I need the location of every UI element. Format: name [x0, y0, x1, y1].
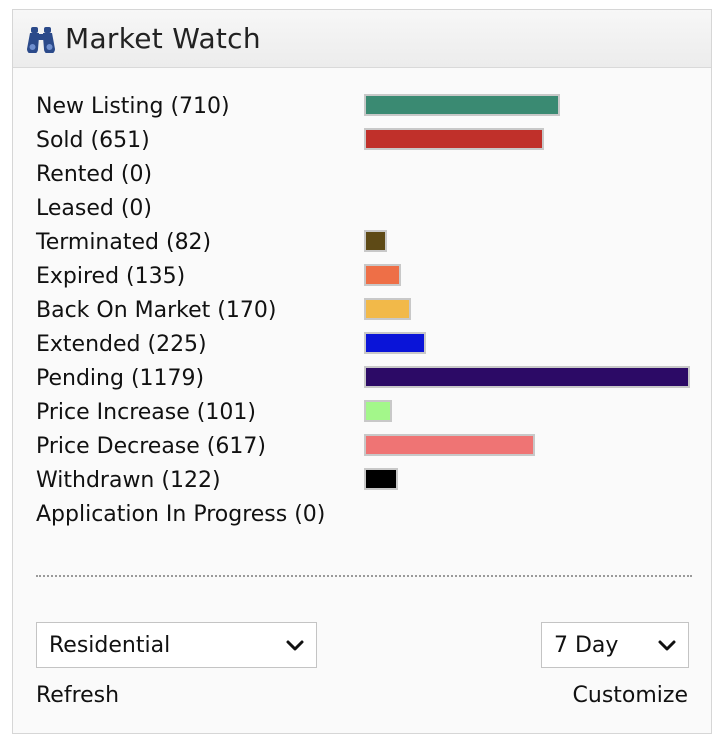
status-list: New Listing (710) Sold (651) Rented (0) Lea…	[36, 89, 696, 531]
status-row: Extended (225)	[36, 327, 696, 361]
status-label: Sold (651)	[36, 127, 150, 153]
status-label: Price Increase (101)	[36, 399, 256, 425]
status-label: Price Decrease (617)	[36, 433, 266, 459]
status-row: Rented (0)	[36, 157, 696, 191]
status-row: Sold (651)	[36, 123, 696, 157]
status-label: Pending (1179)	[36, 365, 205, 391]
status-label: Expired (135)	[36, 263, 186, 289]
status-label: Rented (0)	[36, 161, 153, 187]
status-bar	[364, 400, 392, 422]
panel-title: Market Watch	[65, 22, 261, 55]
status-label: Leased (0)	[36, 195, 153, 221]
status-bar	[364, 332, 426, 354]
panel-header: Market Watch	[13, 10, 711, 68]
period-select[interactable]: 7 Day	[541, 622, 689, 668]
status-row: Back On Market (170)	[36, 293, 696, 327]
status-label: Application In Progress (0)	[36, 501, 326, 527]
binoculars-icon	[25, 25, 57, 53]
status-row: Pending (1179)	[36, 361, 696, 395]
divider	[36, 575, 692, 577]
status-label: Back On Market (170)	[36, 297, 277, 323]
status-label: Terminated (82)	[36, 229, 212, 255]
status-bar	[364, 230, 387, 252]
status-bar	[364, 128, 544, 150]
status-label: Extended (225)	[36, 331, 207, 357]
market-watch-panel: Market Watch New Listing (710) Sold (651)…	[12, 9, 712, 734]
status-row: Application In Progress (0)	[36, 497, 696, 531]
status-row: Expired (135)	[36, 259, 696, 293]
status-label: New Listing (710)	[36, 93, 230, 119]
status-bar	[364, 94, 560, 116]
property-type-value: Residential	[49, 632, 171, 658]
status-row: Leased (0)	[36, 191, 696, 225]
customize-link[interactable]: Customize	[572, 683, 688, 708]
period-value: 7 Day	[554, 632, 619, 658]
status-row: Price Increase (101)	[36, 395, 696, 429]
chevron-down-icon	[656, 635, 678, 655]
chevron-down-icon	[284, 635, 306, 655]
status-row: Terminated (82)	[36, 225, 696, 259]
status-row: New Listing (710)	[36, 89, 696, 123]
property-type-select[interactable]: Residential	[36, 622, 317, 668]
status-bar	[364, 434, 535, 456]
status-row: Price Decrease (617)	[36, 429, 696, 463]
status-label: Withdrawn (122)	[36, 467, 221, 493]
status-bar	[364, 264, 401, 286]
status-bar	[364, 366, 690, 388]
status-bar	[364, 468, 398, 490]
status-row: Withdrawn (122)	[36, 463, 696, 497]
refresh-link[interactable]: Refresh	[36, 683, 120, 708]
status-bar	[364, 298, 411, 320]
